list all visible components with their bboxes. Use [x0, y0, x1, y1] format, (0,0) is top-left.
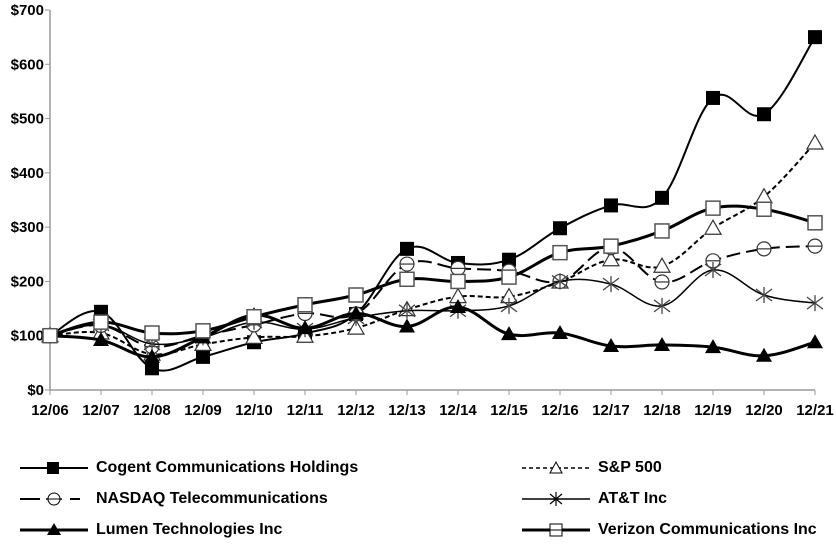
- x-tick-label: 12/15: [490, 402, 528, 419]
- x-tick-label: 12/11: [287, 402, 324, 419]
- legend-label: NASDAQ Telecommunications: [96, 490, 328, 507]
- x-tick-label: 12/09: [184, 402, 222, 419]
- x-tick-label: 12/17: [592, 402, 630, 419]
- x-tick-label: 12/07: [82, 402, 120, 419]
- x-tick-label: 12/10: [235, 402, 273, 419]
- y-tick-label: $600: [11, 56, 44, 73]
- legend-item-lumen: Lumen Technologies Inc: [18, 515, 282, 545]
- y-tick-label: $400: [11, 165, 44, 182]
- legend-item-sp500: S&P 500: [520, 453, 662, 483]
- legend-label: Cogent Communications Holdings: [96, 459, 359, 476]
- x-tick-label: 12/20: [745, 402, 783, 419]
- legend-label: AT&T Inc: [598, 490, 668, 507]
- filled-triangle-marker-icon: [20, 523, 88, 535]
- x-tick-label: 12/08: [133, 402, 171, 419]
- legend-label: S&P 500: [598, 459, 662, 476]
- open-circle-marker-icon: [20, 492, 80, 506]
- legend-label: Lumen Technologies Inc: [96, 521, 283, 538]
- x-tick-label: 12/19: [694, 402, 732, 419]
- x-axis: 12/06 12/07 12/08 12/09 12/10 12/11 12/12 12/13…: [31, 389, 834, 419]
- legend-item-cogent: Cogent Communications Holdings: [18, 453, 358, 483]
- x-tick-label: 12/16: [541, 402, 579, 419]
- line-chart: $0$100$200$300$400$500$600$700 12/06 12/0…: [11, 2, 834, 419]
- x-tick-label: 12/13: [388, 402, 426, 419]
- plot-area: [40, 30, 825, 376]
- y-tick-label: $300: [11, 219, 44, 236]
- y-tick-label: $200: [11, 273, 44, 290]
- x-tick-label: 12/14: [439, 402, 477, 419]
- x-tick-label: 12/06: [31, 402, 69, 419]
- legend-item-verizon: Verizon Communications Inc: [520, 515, 817, 545]
- x-tick-label: 12/18: [643, 402, 681, 419]
- open-square-marker-icon: [522, 523, 590, 537]
- series-cogent-communications-holdings: [43, 30, 822, 376]
- legend-item-nasdaq: NASDAQ Telecommunications: [18, 484, 328, 514]
- y-tick-label: $0: [27, 382, 44, 399]
- x-tick-label: 12/21: [796, 402, 834, 419]
- y-axis: $0 $100 $200 $300 $400 $500 $600 $700: [11, 2, 51, 399]
- y-tick-label: $100: [11, 328, 44, 345]
- y-tick-label: $500: [11, 111, 44, 128]
- legend: Cogent Communications Holdings S&P 500 N…: [0, 450, 836, 546]
- series-verizon-communications-inc: [42, 200, 823, 344]
- filled-square-marker-icon: [20, 462, 88, 474]
- x-tick-label: 12/12: [337, 402, 375, 419]
- open-triangle-marker-icon: [522, 460, 590, 474]
- y-tick-label: $700: [11, 2, 44, 19]
- legend-label: Verizon Communications Inc: [598, 521, 817, 538]
- series-nasdaq-telecommunications: [42, 238, 823, 355]
- legend-item-att: AT&T Inc: [520, 484, 667, 514]
- asterisk-marker-icon: [522, 492, 590, 506]
